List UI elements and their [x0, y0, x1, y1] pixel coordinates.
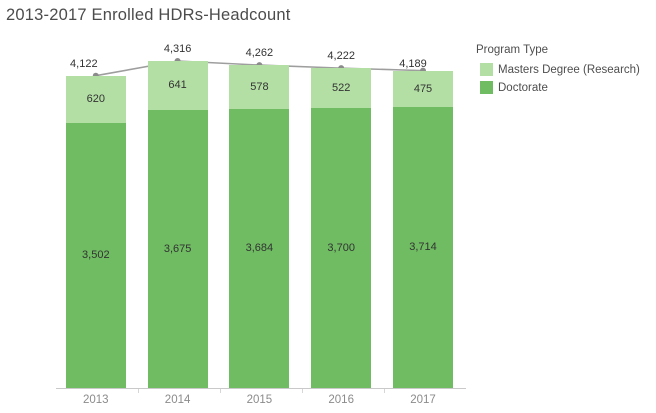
masters-value-label-2014: 641	[168, 79, 187, 92]
x-axis-line	[56, 388, 466, 389]
legend-item-doctorate[interactable]: Doctorate	[476, 81, 640, 94]
doctorate-swatch-icon	[480, 81, 493, 94]
legend-item-masters[interactable]: Masters Degree (Research)	[476, 63, 640, 76]
masters-value-label-2015: 578	[250, 80, 269, 93]
legend: Program Type Masters Degree (Research) D…	[476, 44, 640, 99]
bar-segment-masters-2014[interactable]	[147, 61, 208, 110]
bar-segment-masters-2017[interactable]	[393, 70, 453, 107]
masters-swatch-icon	[480, 63, 493, 76]
bar-segment-doctorate-2015[interactable]	[229, 108, 290, 388]
total-label-2014: 4,316	[163, 43, 192, 55]
legend-item-label: Masters Degree (Research)	[498, 63, 640, 76]
legend-item-label: Doctorate	[498, 81, 548, 94]
masters-value-label-2016: 522	[332, 81, 351, 94]
bar-segment-doctorate-2016[interactable]	[311, 107, 372, 388]
doctorate-value-label-2015: 3,684	[245, 242, 274, 255]
x-axis-label-2014: 2014	[164, 394, 191, 406]
bar-segment-doctorate-2013[interactable]	[65, 122, 126, 388]
bar-segment-masters-2016[interactable]	[311, 68, 372, 108]
masters-value-label-2013: 620	[86, 93, 105, 106]
chart-title: 2013-2017 Enrolled HDRs-Headcount	[6, 6, 291, 24]
bar-segment-doctorate-2017[interactable]	[393, 106, 453, 388]
x-axis-tick	[220, 389, 221, 393]
x-axis-tick	[302, 389, 303, 393]
masters-value-label-2017: 475	[413, 82, 433, 95]
doctorate-value-label-2013: 3,502	[82, 249, 110, 262]
doctorate-value-label-2017: 3,714	[409, 241, 437, 254]
x-axis-tick	[138, 389, 139, 393]
x-axis-label-2013: 2013	[83, 394, 109, 406]
bar-segment-masters-2013[interactable]	[65, 75, 126, 123]
x-axis-label-2016: 2016	[328, 394, 354, 406]
total-label-2015: 4,262	[245, 47, 274, 60]
x-axis-label-2017: 2017	[410, 394, 436, 406]
total-label-2017: 4,189	[399, 57, 427, 70]
legend-title: Program Type	[476, 44, 549, 56]
doctorate-value-label-2014: 3,675	[163, 242, 192, 255]
bar-segment-doctorate-2014[interactable]	[147, 109, 208, 388]
total-label-2016: 4,222	[327, 50, 355, 63]
x-axis-label-2015: 2015	[246, 394, 273, 406]
total-label-2013: 4,122	[70, 57, 98, 70]
bar-segment-masters-2015[interactable]	[229, 65, 290, 109]
x-axis-tick	[384, 389, 385, 393]
doctorate-value-label-2016: 3,700	[327, 241, 355, 254]
